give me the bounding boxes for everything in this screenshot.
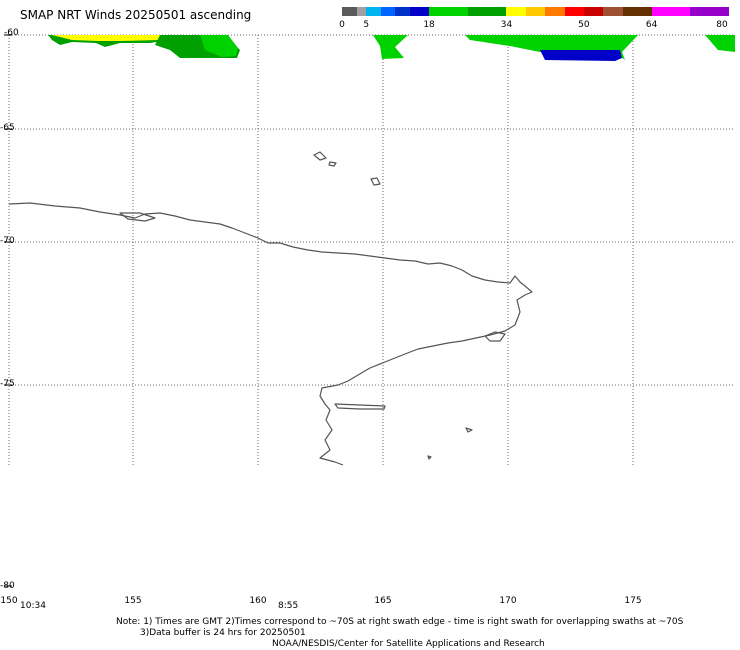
lon-label: 155 <box>124 596 142 606</box>
lon-label: 175 <box>624 596 642 606</box>
colorbar-segment <box>380 7 396 16</box>
colorbar-segment <box>356 7 367 16</box>
colorbar-segment <box>545 7 565 16</box>
colorbar-segment <box>366 7 381 16</box>
colorbar-segment <box>622 7 652 16</box>
lon-label: 150 <box>0 596 18 606</box>
coastline <box>8 151 533 466</box>
swath-patch <box>200 35 238 57</box>
map-title: SMAP NRT Winds 20250501 ascending <box>20 8 252 22</box>
lon-label: 165 <box>374 596 392 606</box>
lat-label: -80 <box>0 581 15 591</box>
colorbar-segment <box>429 7 468 16</box>
colorbar-label: 50 <box>578 20 590 30</box>
lat-label: -70 <box>0 236 15 246</box>
swath-time-label: 8:55 <box>278 601 299 611</box>
colorbar-segment <box>690 7 729 16</box>
colorbar-label: 0 <box>339 20 345 30</box>
lat-label: -60 <box>4 28 19 38</box>
swath-patch <box>52 35 166 41</box>
colorbar-segment <box>525 7 546 16</box>
lat-label: -65 <box>0 123 15 133</box>
lat-ticks <box>4 34 12 587</box>
colorbar-segment <box>564 7 584 16</box>
colorbar-segment <box>583 7 604 16</box>
lon-label: 160 <box>249 596 267 606</box>
colorbar-label: 34 <box>500 20 513 30</box>
colorbar-label: 80 <box>716 20 728 30</box>
lat-label: -75 <box>0 379 15 389</box>
note-line-3: NOAA/NESDIS/Center for Satellite Applica… <box>272 639 545 649</box>
colorbar-segment <box>342 7 357 16</box>
note-line-1: Note: 1) Times are GMT 2)Times correspon… <box>116 617 684 627</box>
swath-patch <box>465 35 638 60</box>
colorbar-label: 5 <box>363 20 370 30</box>
colorbar-segment <box>603 7 623 16</box>
colorbar-segment <box>467 7 507 16</box>
lon-label: 170 <box>499 596 517 606</box>
colorbar-segment <box>651 7 691 16</box>
colorbar-segment <box>409 7 430 16</box>
swath-patch <box>373 35 408 59</box>
colorbar-label: 18 <box>423 20 435 30</box>
grid-lines <box>8 34 735 465</box>
colorbar-label: 64 <box>645 20 658 30</box>
swath-patch <box>540 50 622 61</box>
note-line-2: 3)Data buffer is 24 hrs for 20250501 <box>140 628 306 638</box>
swath-patch <box>705 35 735 52</box>
colorbar-segment <box>506 7 526 16</box>
swath-time-label: 10:34 <box>20 601 46 611</box>
colorbar-segment <box>395 7 410 16</box>
wind-swaths <box>48 35 735 61</box>
